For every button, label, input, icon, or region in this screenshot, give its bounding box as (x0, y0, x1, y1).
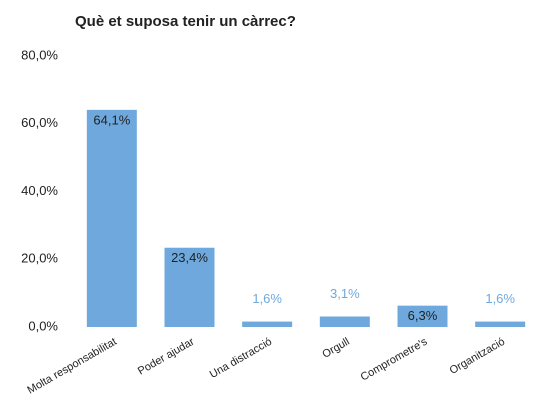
chart-title: Què et suposa tenir un càrrec? (75, 13, 296, 30)
bar (475, 321, 526, 327)
y-tick-label: 0,0% (28, 318, 58, 333)
x-tick-label: Comprometre's (359, 335, 430, 383)
x-tick-label: Molta responsabilitat (25, 336, 118, 397)
value-label: 1,6% (485, 291, 515, 306)
value-label: 3,1% (330, 286, 360, 301)
bar (86, 109, 137, 327)
value-label: 64,1% (93, 112, 130, 127)
x-tick-label: Una distracció (208, 336, 274, 381)
value-label: 23,4% (171, 250, 208, 265)
bar (397, 305, 448, 327)
y-tick-label: 40,0% (21, 183, 58, 198)
x-tick-label: Orgull (320, 336, 351, 361)
bar (164, 247, 215, 327)
y-tick-label: 20,0% (21, 251, 58, 266)
x-tick-label: Organització (448, 336, 507, 377)
bar (242, 321, 293, 327)
value-label: 1,6% (252, 291, 282, 306)
x-tick-label: Poder ajudar (136, 336, 197, 378)
bar (319, 316, 370, 327)
y-tick-label: 80,0% (21, 47, 58, 62)
y-tick-label: 60,0% (21, 115, 58, 130)
value-label: 6,3% (408, 308, 438, 323)
